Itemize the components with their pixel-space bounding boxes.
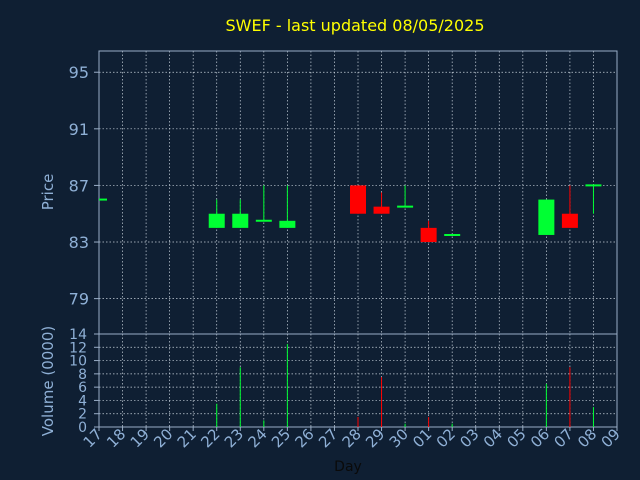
x-tick-label: 22	[197, 425, 223, 451]
x-tick-label: 19	[127, 425, 153, 451]
volume-tick-label: 2	[78, 407, 87, 423]
volume-tick-label: 10	[69, 354, 87, 370]
candle-body	[561, 213, 578, 228]
volume-grid	[98, 333, 618, 428]
volume-tick-label: 0	[78, 420, 87, 436]
candle-body	[232, 213, 249, 228]
price-axis: 79 83 87 91 95	[69, 63, 99, 309]
x-tick-label: 23	[221, 425, 247, 451]
x-tick-label: 29	[362, 425, 388, 451]
candles	[99, 184, 602, 243]
x-tick-label: 07	[551, 425, 577, 451]
x-tick-label: 26	[292, 425, 318, 451]
x-axis-label: Day	[334, 459, 362, 475]
price-tick-label: 91	[69, 120, 89, 139]
candle-body	[373, 206, 390, 214]
volume-tick-label: 14	[69, 327, 87, 343]
candle-body	[279, 220, 296, 228]
x-tick-label: 21	[174, 425, 200, 451]
x-tick-label: 30	[386, 425, 412, 451]
candle-body	[538, 199, 555, 235]
x-tick-label: 27	[315, 425, 341, 451]
price-tick-label: 95	[69, 63, 89, 82]
x-tick-label: 20	[150, 425, 176, 451]
x-tick-label: 24	[244, 425, 270, 451]
chart-title: SWEF - last updated 08/05/2025	[225, 16, 484, 35]
x-tick-label: 04	[480, 425, 506, 451]
candle-body	[208, 213, 225, 228]
x-axis: 1718192021222324252627282930010203040506…	[80, 425, 624, 451]
volume-tick-label: 4	[78, 393, 87, 409]
price-tick-label: 79	[69, 290, 89, 309]
x-tick-label: 02	[433, 425, 459, 451]
x-tick-label: 25	[268, 425, 294, 451]
price-tick-label: 87	[69, 176, 89, 195]
volume-axis-label: Volume (0000)	[39, 326, 57, 436]
candle-body	[350, 185, 366, 214]
x-tick-label: 08	[574, 425, 600, 451]
candle-body	[420, 227, 437, 243]
volume-tick-label: 12	[69, 340, 87, 356]
x-tick-label: 05	[503, 425, 529, 451]
price-tick-label: 83	[69, 233, 89, 252]
x-tick-label: 01	[409, 425, 435, 451]
x-tick-label: 28	[339, 425, 365, 451]
x-tick-label: 06	[527, 425, 553, 451]
volume-tick-label: 6	[78, 380, 87, 396]
volume-bars	[216, 343, 594, 427]
x-tick-label: 18	[103, 425, 129, 451]
x-tick-label: 03	[456, 425, 482, 451]
x-tick-label: 09	[598, 425, 624, 451]
price-axis-label: Price	[39, 174, 57, 211]
volume-tick-label: 8	[78, 367, 87, 383]
